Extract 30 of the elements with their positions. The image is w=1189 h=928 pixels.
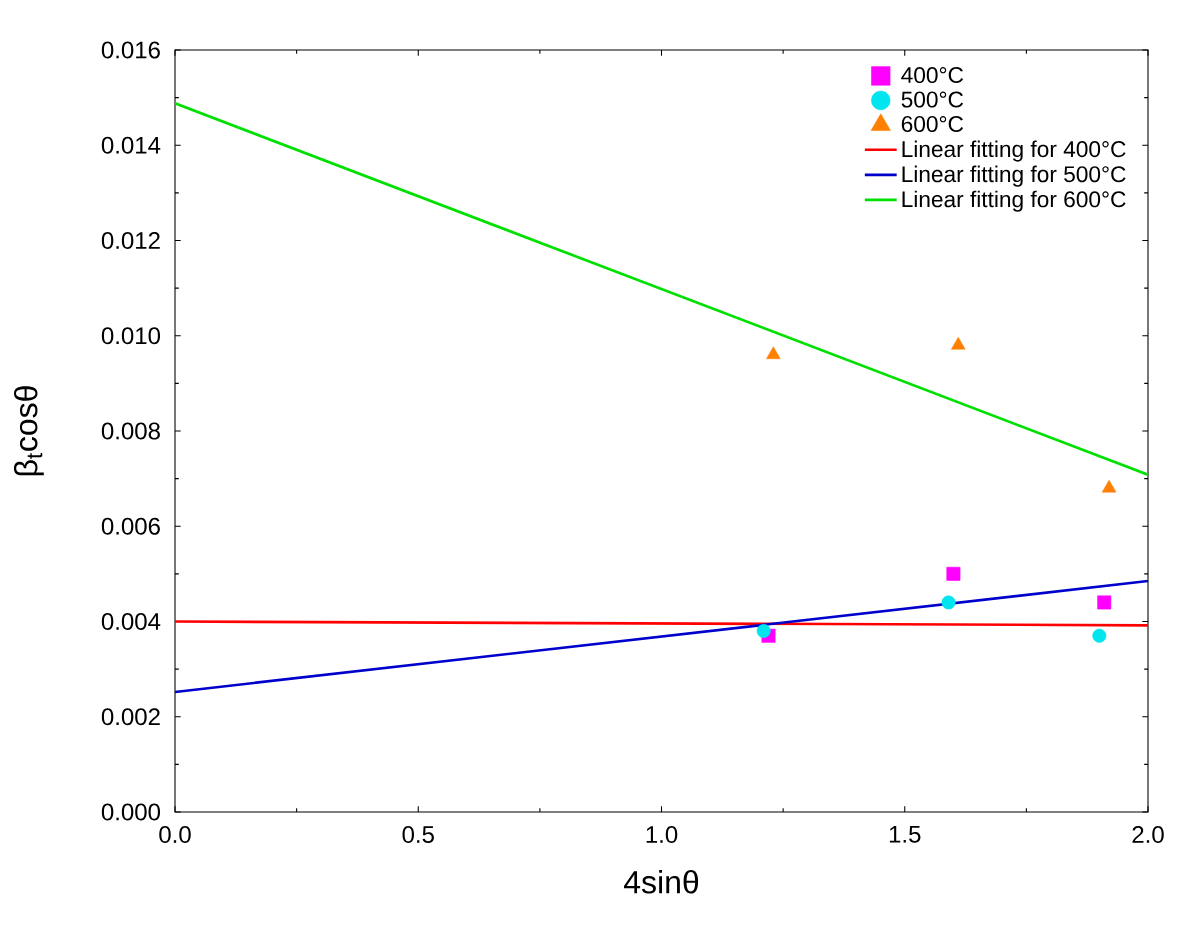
x-tick-label: 0.0 [159,826,191,844]
point [946,566,961,581]
y-tick-label: 0.016 [101,41,160,59]
y-tick-label: 0.008 [101,422,160,440]
legend-label: Linear fitting for 400°C [902,140,1126,162]
y-tick-label: 0.006 [101,517,160,535]
x-tick-label: 0.5 [402,826,434,844]
y-tick-label: 0.010 [101,327,161,345]
legend-label: Linear fitting for 500°C [902,165,1126,187]
point [766,346,781,360]
y-tick-label: 0.000 [101,803,161,821]
point [1092,628,1107,643]
y-tick-label: 0.014 [101,136,161,154]
x-tick-label: 1.0 [646,826,678,844]
point [1097,595,1112,610]
x-tick-label: 1.5 [889,826,921,843]
point [1101,479,1117,493]
point [951,336,966,350]
legend-label: Linear fitting for 600°C [902,190,1126,212]
y-tick-label: 0.004 [101,612,161,630]
y-tick-label: 0.002 [101,708,160,726]
legend-label: 400°C [901,67,964,84]
legend-label: 500°C [901,91,964,108]
point [941,595,956,610]
x-tick-label: 2.0 [1132,826,1164,844]
point [756,624,771,638]
x-axis-title: 4sinθ [623,870,699,894]
y-tick-label: 0.012 [101,231,160,249]
y-axis-title: β$_{t}$cosθ [13,386,44,476]
legend-label: 600°C [901,116,964,133]
